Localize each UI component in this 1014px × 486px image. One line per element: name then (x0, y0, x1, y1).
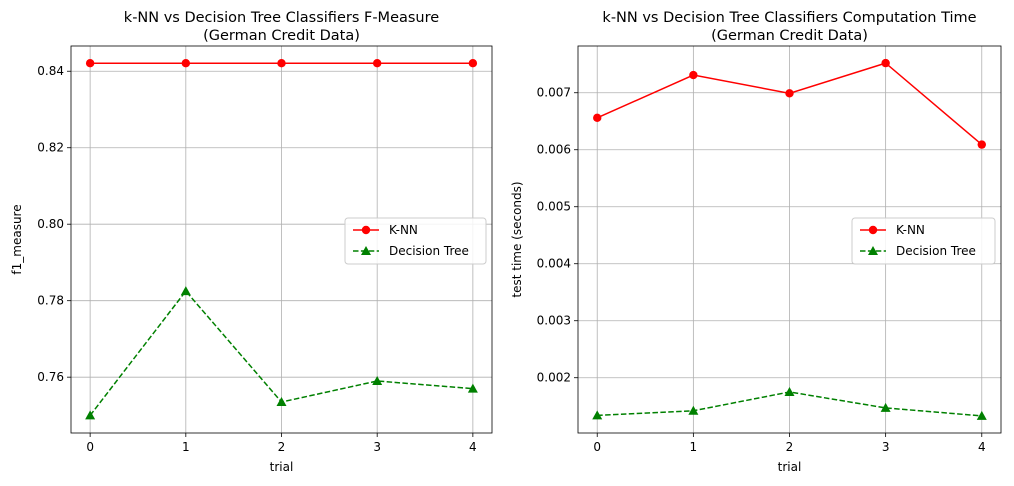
x-tick-label: 2 (278, 440, 286, 454)
y-tick-label: 0.76 (37, 370, 64, 384)
legend-entry-label: Decision Tree (389, 244, 469, 258)
data-point (881, 58, 890, 68)
chart-subtitle: (German Credit Data) (711, 28, 868, 44)
data-point (468, 59, 478, 68)
data-point (181, 59, 191, 68)
x-tick-label: 4 (469, 440, 477, 454)
y-axis-label: test time (seconds) (510, 181, 524, 297)
legend-marker (361, 246, 371, 255)
data-point (976, 410, 987, 420)
legend-entry-label: K-NN (896, 223, 925, 237)
y-tick-label: 0.004 (537, 257, 571, 271)
data-point (592, 410, 603, 420)
chart-title: k-NN vs Decision Tree Classifiers Comput… (602, 10, 976, 26)
chart-panel-1: k-NN vs Decision Tree Classifiers F-Meas… (10, 10, 493, 474)
x-tick-label: 0 (86, 440, 94, 454)
legend-entry-label: Decision Tree (896, 244, 976, 258)
x-tick-label: 3 (373, 440, 381, 454)
data-point (785, 89, 794, 98)
data-point (85, 59, 95, 68)
plot-frame (70, 45, 493, 434)
legend: K-NN Decision Tree (344, 217, 487, 265)
x-axis-label: trial (778, 460, 802, 474)
y-tick-label: 0.82 (37, 141, 64, 155)
y-axis-label: f1_measure (10, 204, 24, 274)
legend-box (344, 217, 487, 265)
legend-marker (868, 246, 878, 255)
plot-frame (577, 45, 1002, 434)
x-tick-label: 4 (978, 440, 986, 454)
data-point (688, 405, 699, 415)
data-point (372, 375, 383, 385)
series-knn (85, 59, 478, 68)
data-point (880, 402, 891, 412)
y-tick-label: 0.006 (537, 143, 571, 157)
y-tick-label: 0.78 (37, 294, 64, 308)
data-point (977, 140, 986, 149)
x-tick-label: 0 (593, 440, 601, 454)
y-tick-label: 0.003 (537, 314, 571, 328)
data-point (372, 59, 382, 68)
chart-panel-2: k-NN vs Decision Tree Classifiers Comput… (510, 10, 1002, 474)
data-point (276, 397, 287, 407)
chart-subtitle: (German Credit Data) (203, 28, 360, 44)
data-point (689, 70, 698, 80)
y-tick-label: 0.002 (537, 371, 571, 385)
legend-box (851, 217, 996, 265)
legend: K-NN Decision Tree (851, 217, 996, 265)
y-tick-label: 0.005 (537, 200, 571, 214)
data-point (85, 410, 96, 420)
data-point (467, 383, 478, 393)
data-point (277, 59, 286, 68)
series-decision-tree (85, 286, 478, 420)
series-knn (593, 58, 986, 149)
data-point (784, 386, 795, 396)
x-tick-label: 3 (882, 440, 890, 454)
data-point (593, 113, 602, 123)
x-axis-label: trial (270, 460, 294, 474)
y-tick-label: 0.84 (37, 64, 64, 78)
legend-entry-label: K-NN (389, 223, 418, 237)
x-tick-label: 1 (690, 440, 698, 454)
chart-title: k-NN vs Decision Tree Classifiers F-Meas… (124, 10, 439, 26)
y-tick-label: 0.007 (537, 86, 571, 100)
data-point (180, 286, 191, 296)
x-tick-label: 2 (786, 440, 794, 454)
legend-marker (868, 225, 878, 235)
legend-marker (361, 225, 371, 235)
series-decision-tree (592, 386, 987, 420)
y-tick-label: 0.80 (37, 217, 64, 231)
x-tick-label: 1 (182, 440, 190, 454)
